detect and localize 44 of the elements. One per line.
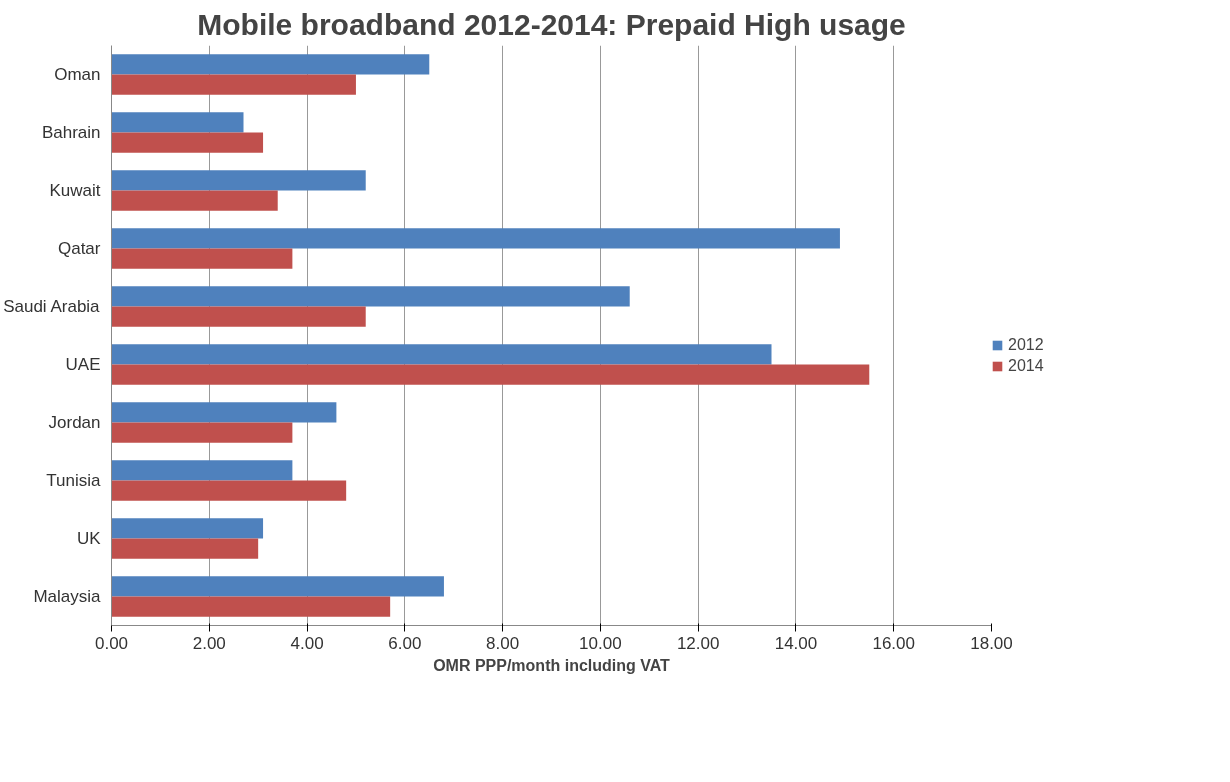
x-tick-label: 18.00 <box>970 633 1013 653</box>
bar <box>111 364 870 385</box>
bar <box>111 248 293 269</box>
legend-label: 2012 <box>1008 336 1044 354</box>
y-tick-label: UAE <box>65 355 101 374</box>
x-tick-label: 6.00 <box>388 633 422 653</box>
bar <box>111 112 244 133</box>
y-tick-label: UK <box>76 529 102 548</box>
x-axis-title: OMR PPP/month including VAT <box>433 656 671 674</box>
y-tick-label: Saudi Arabia <box>3 297 101 316</box>
bar <box>111 596 391 617</box>
bar <box>111 74 356 95</box>
bar <box>111 190 278 211</box>
bar <box>111 170 366 191</box>
x-tick-label: 10.00 <box>579 633 622 653</box>
bar <box>111 228 840 249</box>
bar <box>111 306 366 327</box>
x-tick-label: 14.00 <box>774 633 818 653</box>
x-tick-label: 4.00 <box>290 633 324 653</box>
bar <box>111 54 430 75</box>
y-tick-label: Kuwait <box>49 181 101 200</box>
bar <box>111 518 264 539</box>
y-tick-label: Tunisia <box>46 471 102 490</box>
bar <box>111 286 630 307</box>
y-tick-label: Bahrain <box>41 123 101 142</box>
bar <box>111 402 337 423</box>
chart-title: Mobile broadband 2012-2014: Prepaid High usage <box>197 7 906 41</box>
y-tick-label: Jordan <box>48 413 101 432</box>
x-tick-label: 2.00 <box>192 633 226 653</box>
bar <box>111 132 264 153</box>
x-tick-label: 16.00 <box>872 633 915 653</box>
bar <box>111 460 293 481</box>
y-tick-label: Malaysia <box>33 587 102 606</box>
y-tick-label: Oman <box>54 65 101 84</box>
bar <box>111 422 293 443</box>
bar <box>111 344 772 365</box>
bar <box>111 576 444 597</box>
legend-label: 2014 <box>1008 357 1044 375</box>
x-tick-label: 0.00 <box>94 633 129 653</box>
x-tick-label: 8.00 <box>486 633 520 653</box>
x-tick-label: 12.00 <box>676 633 720 653</box>
y-tick-label: Qatar <box>57 239 101 258</box>
bar <box>111 480 347 501</box>
bar <box>111 538 259 559</box>
